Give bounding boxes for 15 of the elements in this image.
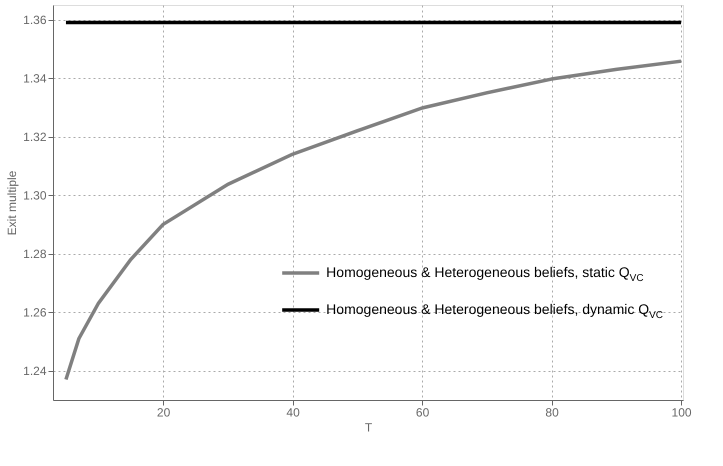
y-tick-label: 1.24 xyxy=(23,364,47,378)
y-axis-title: Exit multiple xyxy=(5,170,20,236)
y-tick-label: 1.32 xyxy=(23,130,47,144)
x-tick-label: 80 xyxy=(545,406,560,420)
x-axis-title: T xyxy=(364,420,373,434)
y-tick-label: 1.36 xyxy=(23,13,47,28)
line-series xyxy=(64,59,683,382)
x-tick-label: 60 xyxy=(416,406,430,420)
y-tick-label: 1.26 xyxy=(23,306,47,320)
y-tick-label: 1.30 xyxy=(23,188,47,203)
y-tick-label: 1.28 xyxy=(23,247,47,262)
x-tick-label: 100 xyxy=(672,406,692,420)
x-tick-label: 20 xyxy=(156,406,171,420)
x-tick-label: 40 xyxy=(286,406,300,420)
y-tick-label: 1.34 xyxy=(23,72,47,86)
